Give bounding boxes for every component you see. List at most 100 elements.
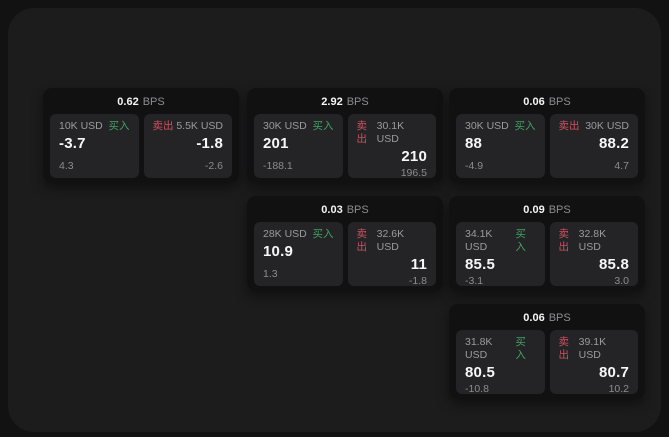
sell-sub-value: 10.2 <box>608 383 629 395</box>
sell-label: 卖出 <box>558 336 570 361</box>
buy-tile-header: 30K USD 买入 <box>465 120 536 133</box>
quote-body: 30K USD 买入 88 -4.9 卖出 30K USD 88.2 4.7 <box>456 114 638 178</box>
buy-amount: 10K USD <box>59 120 103 132</box>
bps-header: 0.62 BPS <box>50 94 232 110</box>
buy-quote-tile[interactable]: 30K USD 买入 201 -188.1 <box>254 114 343 178</box>
buy-quote-tile[interactable]: 34.1K USD 买入 85.5 -3.1 <box>456 222 545 287</box>
sell-amount: 30.1K USD <box>376 120 405 145</box>
bps-unit-label: BPS <box>548 204 571 216</box>
sell-quote-tile[interactable]: 卖出 32.8K USD 85.8 3.0 <box>549 222 638 287</box>
quote-body: 31.8K USD 买入 80.5 -10.8 卖出 39.1K USD 80.… <box>456 330 638 395</box>
buy-amount: 30K USD <box>465 120 509 132</box>
buy-sub-value: -4.9 <box>465 160 484 172</box>
bps-header: 0.06 BPS <box>456 94 638 110</box>
sell-label: 卖出 <box>356 228 368 253</box>
sell-price: 210 <box>401 148 427 165</box>
buy-label: 买入 <box>515 336 526 361</box>
sell-label: 卖出 <box>558 228 570 253</box>
buy-quote-tile[interactable]: 28K USD 买入 10.9 1.3 <box>254 222 343 286</box>
sell-tile-header: 卖出 30.1K USD <box>357 120 428 146</box>
buy-amount: 30K USD <box>263 120 307 132</box>
bps-value: 0.09 <box>523 204 545 216</box>
bps-unit-label: BPS <box>142 96 165 108</box>
sell-quote-tile[interactable]: 卖出 39.1K USD 80.7 10.2 <box>549 330 638 395</box>
buy-price: 88 <box>465 135 483 152</box>
sell-sub-value: 196.5 <box>400 167 427 179</box>
sell-quote-tile[interactable]: 卖出 30K USD 88.2 4.7 <box>549 114 638 178</box>
quote-card: 0.06 BPS 30K USD 买入 88 -4.9 卖出 30K USD 8… <box>449 88 645 183</box>
bps-value: 0.03 <box>321 204 343 216</box>
buy-tile-header: 34.1K USD 买入 <box>465 228 536 254</box>
bps-unit-label: BPS <box>548 96 571 108</box>
sell-sub-value: -2.6 <box>204 160 223 172</box>
buy-label: 买入 <box>312 120 334 132</box>
buy-sub-value: -10.8 <box>465 383 489 395</box>
sell-quote-tile[interactable]: 卖出 5.5K USD -1.8 -2.6 <box>143 114 232 178</box>
buy-tile-header: 31.8K USD 买入 <box>465 336 536 362</box>
quote-card: 2.92 BPS 30K USD 买入 201 -188.1 卖出 30.1K … <box>247 88 443 183</box>
sell-tile-header: 卖出 39.1K USD <box>559 336 630 362</box>
quote-body: 30K USD 买入 201 -188.1 卖出 30.1K USD 210 1… <box>254 114 436 179</box>
buy-sub-value: 4.3 <box>59 160 74 172</box>
buy-tile-header: 10K USD 买入 <box>59 120 130 133</box>
main-panel: 0.62 BPS 10K USD 买入 -3.7 4.3 卖出 5.5K USD… <box>8 8 661 432</box>
sell-tile-header: 卖出 32.6K USD <box>357 228 428 254</box>
bps-value: 0.06 <box>523 312 545 324</box>
buy-sub-value: -188.1 <box>263 160 293 172</box>
sell-sub-value: 4.7 <box>614 160 629 172</box>
bps-unit-label: BPS <box>548 312 571 324</box>
buy-price: 80.5 <box>465 364 495 381</box>
sell-price: 88.2 <box>599 135 629 152</box>
buy-quote-tile[interactable]: 30K USD 买入 88 -4.9 <box>456 114 545 178</box>
bps-unit-label: BPS <box>346 204 369 216</box>
quote-body: 10K USD 买入 -3.7 4.3 卖出 5.5K USD -1.8 -2.… <box>50 114 232 178</box>
quote-card: 0.62 BPS 10K USD 买入 -3.7 4.3 卖出 5.5K USD… <box>43 88 239 183</box>
buy-label: 买入 <box>108 120 130 132</box>
bps-unit-label: BPS <box>346 96 369 108</box>
sell-amount: 30K USD <box>585 120 629 132</box>
sell-price: 11 <box>410 256 427 273</box>
quote-body: 28K USD 买入 10.9 1.3 卖出 32.6K USD 11 -1.8 <box>254 222 436 287</box>
buy-price: 85.5 <box>465 256 495 273</box>
bps-header: 0.06 BPS <box>456 310 638 326</box>
buy-label: 买入 <box>312 228 334 240</box>
sell-sub-value: 3.0 <box>614 275 629 287</box>
sell-label: 卖出 <box>152 120 174 132</box>
quote-body: 34.1K USD 买入 85.5 -3.1 卖出 32.8K USD 85.8… <box>456 222 638 287</box>
buy-label: 买入 <box>514 120 536 132</box>
sell-amount: 32.6K USD <box>376 228 405 253</box>
buy-price: -3.7 <box>59 135 86 152</box>
sell-price: 85.8 <box>599 256 629 273</box>
sell-price: -1.8 <box>196 135 223 152</box>
buy-amount: 34.1K USD <box>465 228 493 253</box>
sell-amount: 32.8K USD <box>578 228 607 253</box>
buy-sub-value: 1.3 <box>263 268 278 280</box>
sell-sub-value: -1.8 <box>408 275 427 287</box>
bps-value: 2.92 <box>321 96 343 108</box>
sell-quote-tile[interactable]: 卖出 30.1K USD 210 196.5 <box>347 114 436 179</box>
bps-header: 0.09 BPS <box>456 202 638 218</box>
sell-tile-header: 卖出 5.5K USD <box>153 120 224 133</box>
buy-quote-tile[interactable]: 10K USD 买入 -3.7 4.3 <box>50 114 139 178</box>
sell-label: 卖出 <box>356 120 368 145</box>
buy-quote-tile[interactable]: 31.8K USD 买入 80.5 -10.8 <box>456 330 545 395</box>
sell-amount: 39.1K USD <box>578 336 607 361</box>
buy-label: 买入 <box>515 228 526 253</box>
buy-price: 10.9 <box>263 243 293 260</box>
bps-header: 0.03 BPS <box>254 202 436 218</box>
quote-card: 0.09 BPS 34.1K USD 买入 85.5 -3.1 卖出 32.8K… <box>449 196 645 291</box>
sell-tile-header: 卖出 30K USD <box>559 120 630 133</box>
sell-price: 80.7 <box>599 364 629 381</box>
bps-value: 0.06 <box>523 96 545 108</box>
sell-quote-tile[interactable]: 卖出 32.6K USD 11 -1.8 <box>347 222 436 287</box>
sell-label: 卖出 <box>558 120 580 132</box>
bps-header: 2.92 BPS <box>254 94 436 110</box>
buy-sub-value: -3.1 <box>465 275 484 287</box>
sell-amount: 5.5K USD <box>176 120 223 132</box>
buy-tile-header: 30K USD 买入 <box>263 120 334 133</box>
bps-value: 0.62 <box>117 96 139 108</box>
quote-card: 0.03 BPS 28K USD 买入 10.9 1.3 卖出 32.6K US… <box>247 196 443 291</box>
buy-amount: 28K USD <box>263 228 307 240</box>
buy-price: 201 <box>263 135 289 152</box>
